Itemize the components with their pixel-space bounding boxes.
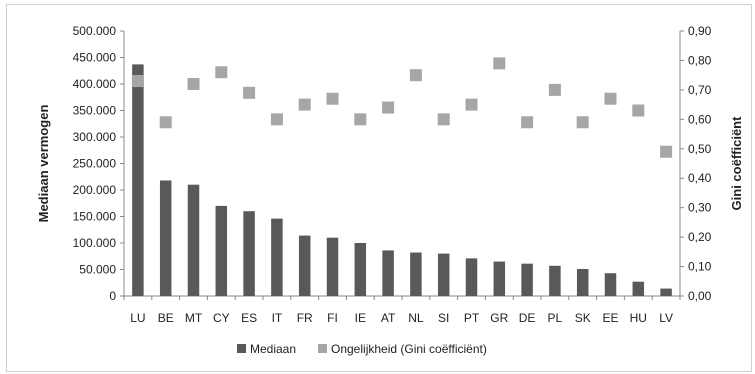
x-tick-label: FR <box>297 311 313 325</box>
point-HU <box>632 104 645 117</box>
x-tick-label: EE <box>602 311 618 325</box>
point-IT <box>270 113 283 126</box>
y-tick-label-left: 450.000 <box>73 51 117 65</box>
bar-PT <box>465 258 478 296</box>
point-LU <box>131 75 144 88</box>
y-tick-label-right: 0,40 <box>688 171 712 185</box>
point-NL <box>409 69 422 82</box>
y-tick-label-right: 0,80 <box>688 53 712 67</box>
y-tick-label-left: 150.000 <box>73 210 117 224</box>
y-tick-label-right: 0,00 <box>688 289 712 303</box>
bar-GR <box>493 261 506 296</box>
point-IE <box>354 113 367 126</box>
point-LV <box>660 145 673 158</box>
y-tick-label-right: 0,90 <box>688 24 712 38</box>
bar-FI <box>326 237 339 296</box>
bar-FR <box>298 235 311 296</box>
y-tick-label-left: 50.000 <box>79 263 116 277</box>
x-tick-label: IT <box>272 311 283 325</box>
x-tick-label: IE <box>355 311 366 325</box>
x-tick-label: DE <box>519 311 536 325</box>
x-tick-label: CY <box>213 311 230 325</box>
point-ES <box>243 86 256 99</box>
x-tick-label: LV <box>659 311 673 325</box>
x-tick-label: AT <box>381 311 396 325</box>
y-axis-title-left: Mediaan vermogen <box>36 105 51 223</box>
bar-LU <box>132 64 144 296</box>
x-tick-label: ES <box>241 311 257 325</box>
y-tick-label-right: 0,70 <box>688 83 712 97</box>
x-tick-label: GR <box>490 311 508 325</box>
y-axis-title-right: Gini coëfficiënt <box>729 116 744 211</box>
point-SI <box>437 113 450 126</box>
bar-MT <box>187 184 200 296</box>
y-tick-label-left: 400.000 <box>73 77 117 91</box>
x-tick-label: FI <box>327 311 338 325</box>
point-DE <box>521 116 534 129</box>
y-tick-label-right: 0,50 <box>688 142 712 156</box>
bar-CY <box>215 205 228 296</box>
x-tick-label: NL <box>408 311 424 325</box>
legend-label-gini: Ongelijkheid (Gini coëfficiënt) <box>331 342 487 356</box>
x-tick-label: BE <box>158 311 174 325</box>
point-PL <box>548 83 561 96</box>
point-BE <box>159 116 172 129</box>
y-tick-label-left: 500.000 <box>73 24 117 38</box>
x-tick-label: HU <box>630 311 647 325</box>
bar-BE <box>159 180 172 296</box>
x-tick-label: SK <box>575 311 591 325</box>
bar-IE <box>354 243 367 296</box>
x-tick-label: LU <box>130 311 145 325</box>
x-tick-label: SI <box>438 311 449 325</box>
y-tick-label-left: 350.000 <box>73 104 117 118</box>
point-CY <box>215 66 228 79</box>
bar-HU <box>632 281 645 296</box>
y-tick-label-left: 100.000 <box>73 236 117 250</box>
point-FR <box>298 98 311 111</box>
bar-ES <box>243 211 255 296</box>
point-AT <box>382 101 395 114</box>
y-tick-label-right: 0,30 <box>688 201 712 215</box>
legend-label-mediaan: Mediaan <box>250 342 296 356</box>
bar-IT <box>271 218 283 296</box>
x-tick-label: PT <box>464 311 480 325</box>
y-tick-label-left: 300.000 <box>73 130 117 144</box>
legend-swatch-mediaan <box>237 344 246 353</box>
point-PT <box>465 98 478 111</box>
y-tick-label-right: 0,20 <box>688 230 712 244</box>
point-FI <box>326 92 339 105</box>
chart-frame <box>6 4 752 372</box>
point-GR <box>493 57 506 70</box>
y-tick-label-left: 0 <box>109 289 116 303</box>
bar-SK <box>576 268 589 296</box>
legend-swatch-gini <box>318 344 327 353</box>
bar-LV <box>660 288 672 296</box>
bar-NL <box>410 252 422 296</box>
y-tick-label-right: 0,60 <box>688 112 712 126</box>
point-EE <box>604 92 617 105</box>
bar-PL <box>549 265 561 296</box>
y-tick-label-left: 200.000 <box>73 183 117 197</box>
point-SK <box>576 116 589 129</box>
bar-DE <box>521 263 533 296</box>
x-tick-label: MT <box>185 311 203 325</box>
x-tick-label: PL <box>548 311 563 325</box>
bar-AT <box>382 250 394 296</box>
point-MT <box>187 78 200 90</box>
y-tick-label-left: 250.000 <box>73 157 117 171</box>
bar-EE <box>604 273 617 296</box>
y-tick-label-right: 0,10 <box>688 260 712 274</box>
bar-SI <box>437 253 450 296</box>
